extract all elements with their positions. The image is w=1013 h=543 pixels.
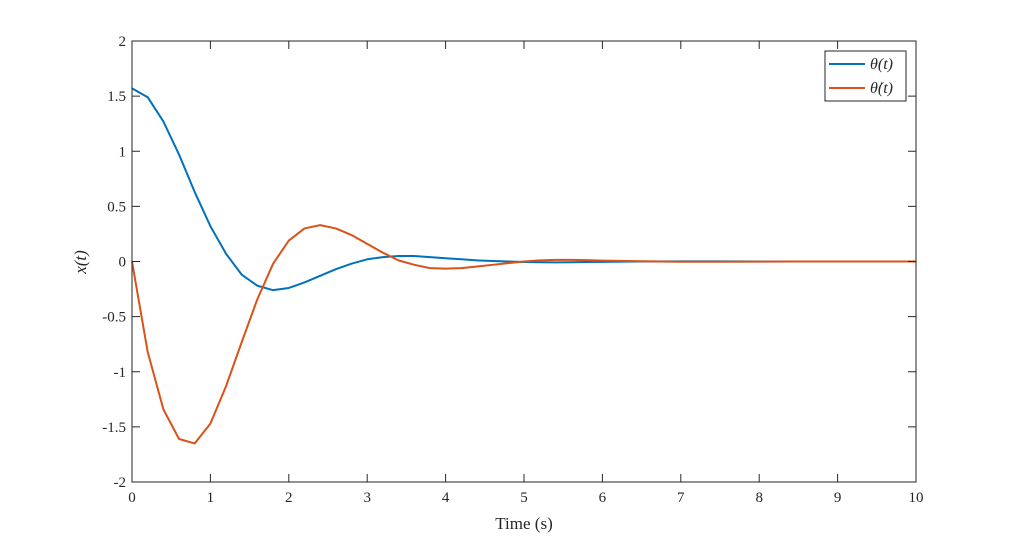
series-line-theta xyxy=(131,87,916,292)
x-tick-label: 3 xyxy=(363,490,371,506)
y-tick-label: -1 xyxy=(114,365,127,381)
x-tick-label: 9 xyxy=(834,490,842,506)
y-tick-label: -2 xyxy=(114,475,127,491)
x-tick-label: 6 xyxy=(599,490,607,506)
legend: θ(t) θ̇(t) xyxy=(824,50,907,102)
x-tick-label: 5 xyxy=(520,490,528,506)
legend-label-theta-dot: θ̇(t) xyxy=(870,80,893,97)
y-tick-label: -1.5 xyxy=(102,420,126,436)
x-tick-label: 10 xyxy=(909,490,924,506)
legend-label-theta: θ(t) xyxy=(870,56,893,73)
y-tick-label: 2 xyxy=(119,34,127,50)
y-axis-label: x(t) xyxy=(71,250,90,275)
y-tick-label: 0.5 xyxy=(107,199,126,215)
x-axis-label: Time (s) xyxy=(495,514,552,533)
x-tick-label: 1 xyxy=(207,490,215,506)
x-tick-label: 0 xyxy=(128,490,136,506)
y-tick-labels: 2 1.5 1 0.5 0 -0.5 -1 -1.5 -2 xyxy=(102,34,126,491)
plot-lines xyxy=(131,87,916,445)
x-tick-labels: 0 1 2 3 4 5 6 7 8 9 10 xyxy=(128,490,923,506)
x-tick-label: 7 xyxy=(677,490,685,506)
y-ticks xyxy=(132,40,916,483)
y-tick-label: 1.5 xyxy=(107,89,126,105)
y-tick-label: 0 xyxy=(119,255,127,271)
x-ticks xyxy=(131,41,917,482)
x-tick-label: 4 xyxy=(442,490,450,506)
y-tick-label: -0.5 xyxy=(102,310,126,326)
x-tick-label: 2 xyxy=(285,490,293,506)
x-tick-label: 8 xyxy=(755,490,763,506)
y-tick-label: 1 xyxy=(119,144,127,160)
series-line-theta-dot xyxy=(131,224,916,445)
legend-box xyxy=(824,50,907,102)
